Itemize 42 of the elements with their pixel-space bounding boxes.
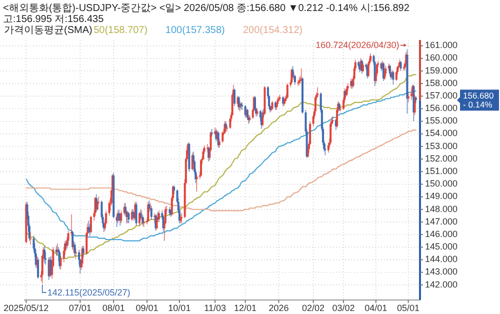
legend-title: 가격이동평균(SMA): [4, 25, 92, 36]
y-tick-label: 157.000: [425, 90, 458, 100]
y-tick-label: 142.000: [425, 279, 458, 290]
x-tick-label: 03/02: [332, 303, 355, 313]
text: 50(158.707): [94, 25, 148, 36]
y-tick-label: 154.000: [425, 128, 458, 138]
y-tick-label: 147.000: [425, 216, 458, 226]
text: - 0.14%: [463, 100, 493, 110]
y-tick-label: 158.000: [425, 78, 458, 88]
annotation: 160.724(2026/04/30): [316, 40, 400, 50]
x-tick-label: 10/01: [168, 303, 191, 313]
x-tick-label: 04/01: [364, 303, 388, 313]
line-series: [26, 130, 416, 212]
y-tick-label: 153.000: [425, 140, 458, 151]
x-tick-label: 02/02: [302, 303, 325, 313]
y-tick-label: 159.000: [425, 65, 458, 76]
y-tick-label: 151.000: [425, 166, 458, 176]
y-tick-label: 156.000: [425, 103, 458, 114]
y-tick-label: 149.000: [425, 191, 458, 202]
x-tick-label: 2026: [268, 303, 289, 313]
text: 100(157.358): [165, 25, 225, 36]
y-tick-label: 143.000: [425, 266, 458, 277]
text: 200(154.312): [243, 25, 302, 36]
y-tick-label: 148.000: [425, 204, 458, 214]
x-tick-label: 11/03: [204, 303, 226, 313]
x-tick-label: 05/01: [397, 303, 420, 313]
x-tick-label: 12/01: [234, 303, 257, 313]
y-tick-label: 155.000: [425, 116, 458, 126]
y-tick-label: 161.000: [425, 40, 458, 50]
x-tick-label: 09/01: [136, 303, 158, 313]
annotation: 142.115(2025/05/27): [47, 287, 130, 298]
y-tick-label: 144.000: [425, 254, 458, 264]
y-tick-label: 146.000: [425, 228, 458, 239]
x-tick-label: 07/01: [68, 303, 92, 313]
chart-title: <해외통화(통합)-USDJPY-중간값> <일> 2026/05/08 종:156.680 ▼0.212 -0.14% 시:156.892 고:156.995 저:156.435: [3, 3, 410, 25]
y-tick-label: 150.000: [425, 178, 458, 189]
x-tick-label: 2025/05/12: [4, 303, 49, 313]
y-tick-label: 152.000: [425, 153, 458, 164]
y-tick-label: 160.000: [425, 52, 458, 63]
text: 156.680: [463, 90, 494, 101]
x-tick-label: 08/01: [102, 303, 125, 313]
y-tick-label: 145.000: [425, 242, 458, 252]
